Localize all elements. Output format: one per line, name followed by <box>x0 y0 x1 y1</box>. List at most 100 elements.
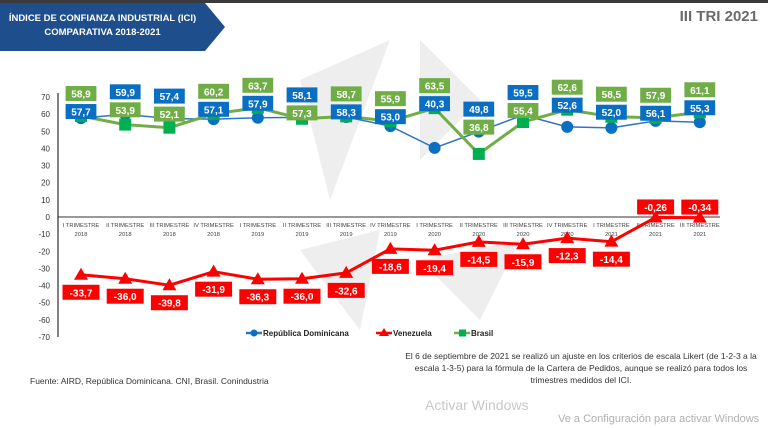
data-label-box <box>239 289 277 305</box>
data-label: 57,3 <box>292 109 312 120</box>
x-tick-label: IV TRIMESTRE <box>547 223 588 229</box>
period-label: III TRI 2021 <box>679 8 758 25</box>
data-label-box <box>109 102 141 118</box>
data-point <box>561 120 574 133</box>
data-point <box>162 278 177 291</box>
y-tick-label: 40 <box>41 144 50 153</box>
x-tick-label: 2019 <box>296 232 309 238</box>
data-label: 53,9 <box>115 106 135 117</box>
data-label: 57,9 <box>248 99 268 110</box>
data-label: 58,3 <box>336 108 356 119</box>
data-label-box <box>551 79 583 95</box>
data-label: -33,7 <box>70 288 93 299</box>
data-label-box <box>109 84 141 100</box>
data-point <box>119 118 132 131</box>
data-label-box <box>154 106 185 122</box>
legend-item: Venezuela <box>376 328 432 338</box>
data-label-box <box>242 95 274 111</box>
data-label-box <box>106 288 144 304</box>
y-tick-label: 30 <box>41 162 50 171</box>
y-tick-label: -10 <box>38 230 50 239</box>
data-point <box>74 267 88 280</box>
y-tick-label: -20 <box>38 247 50 256</box>
data-label-box <box>65 104 97 120</box>
data-label: 62,6 <box>557 83 577 94</box>
title-line-2: COMPARATIVA 2018-2021 <box>44 27 161 38</box>
data-label: 57,7 <box>71 108 91 119</box>
data-label-box <box>592 251 630 267</box>
y-tick-label: 20 <box>41 179 50 188</box>
legend-label: Venezuela <box>393 329 432 338</box>
data-label: 49,8 <box>469 105 489 116</box>
x-tick-label: 2021 <box>649 232 662 238</box>
data-point <box>472 147 485 160</box>
data-point <box>118 271 133 284</box>
data-label: -39,8 <box>158 299 181 310</box>
data-label-box <box>681 199 719 215</box>
data-point <box>295 271 309 284</box>
data-label: 56,1 <box>646 109 666 120</box>
data-label: 57,4 <box>160 92 180 103</box>
data-label-box <box>507 103 539 118</box>
data-label-box <box>283 288 321 304</box>
data-label: 58,5 <box>602 90 622 101</box>
data-point <box>339 265 354 278</box>
data-label-box <box>65 86 97 102</box>
data-label-box <box>327 282 365 298</box>
data-label: 57,9 <box>646 91 666 102</box>
data-label-box <box>637 199 675 215</box>
data-label: -32,6 <box>335 286 358 297</box>
data-label: -31,9 <box>202 285 225 296</box>
data-label-box <box>548 248 586 264</box>
x-tick-label: 2018 <box>163 232 176 238</box>
x-tick-label: I TRIMESTRE <box>239 223 276 229</box>
methodology-note: El 6 de septiembre de 2021 se realizó un… <box>405 351 757 385</box>
top-bar <box>0 0 768 3</box>
data-point <box>517 116 529 129</box>
x-tick-label: IV TRIMESTRE <box>370 223 411 229</box>
y-tick-label: 60 <box>41 110 50 119</box>
data-label-box <box>286 105 318 121</box>
x-tick-label: 2019 <box>251 232 264 238</box>
data-point <box>471 234 486 247</box>
title-line-1: ÍNDICE DE CONFIANZA INDUSTRIAL (ICI) <box>8 13 197 24</box>
data-label-box <box>504 254 542 270</box>
title-banner <box>0 3 225 51</box>
data-point <box>648 210 663 223</box>
x-tick-label: III TRIMESTRE <box>503 223 543 229</box>
activation-watermark: Activar Windows <box>425 397 529 413</box>
data-label-box <box>330 104 362 120</box>
data-point <box>604 234 619 247</box>
data-point <box>605 121 618 134</box>
x-tick-label: 2020 <box>428 232 441 238</box>
data-label-box <box>286 87 318 103</box>
data-label: 60,2 <box>204 87 224 98</box>
y-tick-label: -70 <box>38 333 50 342</box>
data-label: 59,9 <box>115 88 135 99</box>
y-tick-label: 50 <box>41 127 50 136</box>
x-tick-label: I TRIMESTRE <box>593 223 630 229</box>
data-label: 58,9 <box>71 90 91 101</box>
data-point <box>250 272 265 285</box>
data-label-box <box>419 78 450 94</box>
x-tick-label: 2018 <box>119 232 132 238</box>
data-label: 36,8 <box>469 123 489 134</box>
x-tick-label: 2021 <box>693 232 706 238</box>
data-label-box <box>375 109 406 125</box>
data-label: -0,34 <box>688 203 711 214</box>
data-label: 52,1 <box>160 110 180 121</box>
data-point <box>251 111 264 124</box>
data-point <box>383 241 398 254</box>
data-label: 57,1 <box>204 105 224 116</box>
x-tick-label: 2019 <box>340 232 353 238</box>
data-label: 52,6 <box>557 101 577 112</box>
x-tick-label: III TRIMESTRE <box>149 223 189 229</box>
data-label: 63,5 <box>425 82 445 93</box>
data-label: -12,3 <box>556 252 579 263</box>
data-label-box <box>62 284 100 300</box>
data-label-box <box>375 91 406 107</box>
y-tick-label: 0 <box>46 213 51 222</box>
data-point <box>693 116 706 129</box>
data-label: 59,5 <box>513 89 533 100</box>
